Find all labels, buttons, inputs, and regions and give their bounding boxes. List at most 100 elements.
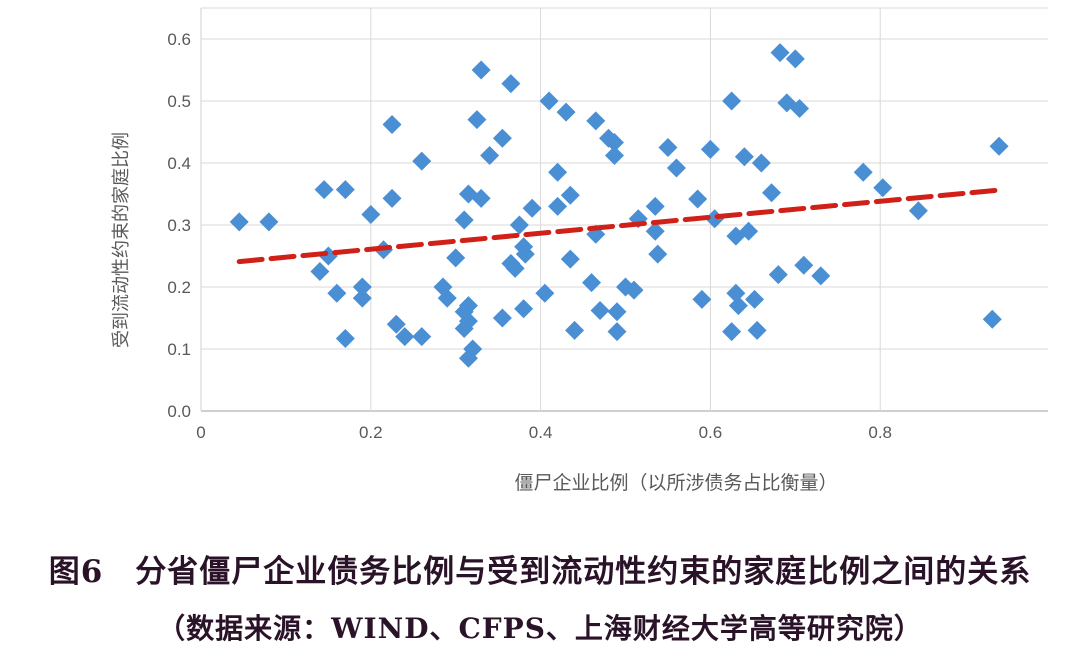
trend-line <box>236 187 1006 265</box>
scatter-point <box>386 314 406 334</box>
scatter-chart: 0.0 0.1 0.2 0.3 0.4 0.5 0.6 0 0.2 0.4 0.6 0.8 受到流动性… <box>111 7 1048 494</box>
scatter-point <box>811 266 831 286</box>
scatter-point <box>700 139 720 159</box>
scatter-point <box>722 322 742 342</box>
scatter-point <box>548 196 568 216</box>
scatter-point <box>352 288 372 308</box>
scatter-point <box>361 204 381 224</box>
scatter-point <box>590 301 610 321</box>
scatter-point <box>412 151 432 171</box>
scatter-point <box>745 289 765 309</box>
scatter-point <box>509 215 529 235</box>
y-tick-label: 0.3 <box>167 216 191 235</box>
scatter-point <box>728 296 748 316</box>
scatter-point <box>908 201 928 221</box>
scatter-point <box>314 180 334 200</box>
scatter-point <box>467 110 487 130</box>
scatter-point <box>522 198 542 218</box>
scatter-point <box>229 212 249 232</box>
scatter-point <box>463 339 483 359</box>
x-tick-label: 0.2 <box>359 423 383 442</box>
scatter-point <box>624 280 644 300</box>
scatter-point <box>565 320 585 340</box>
scatter-point <box>989 136 1009 156</box>
scatter-point <box>382 188 402 208</box>
x-tick-label: 0 <box>196 423 205 442</box>
scatter-point <box>548 162 568 182</box>
scatter-point <box>607 302 627 322</box>
scatter-point <box>259 212 279 232</box>
scatter-point <box>666 158 686 178</box>
axis-tick-labels: 0.0 0.1 0.2 0.3 0.4 0.5 0.6 0 0.2 0.4 0.6 0.8 <box>167 30 892 442</box>
scatter-point <box>335 180 355 200</box>
scatter-point <box>607 322 627 342</box>
scatter-point <box>382 115 402 135</box>
scatter-point <box>560 249 580 269</box>
x-tick-label: 0.8 <box>868 423 892 442</box>
scatter-point <box>722 91 742 111</box>
scatter-point <box>734 147 754 167</box>
scatter-point <box>412 327 432 347</box>
scatter-point <box>586 111 606 131</box>
scatter-point <box>645 221 665 241</box>
x-tick-label: 0.6 <box>699 423 723 442</box>
scatter-point <box>335 328 355 348</box>
figure-source: （数据来源：WIND、CFPS、上海财经大学高等研究院） <box>157 612 923 645</box>
scatter-point <box>658 138 678 157</box>
scatter-point <box>560 185 580 205</box>
scatter-point <box>645 196 665 216</box>
y-tick-label: 0.5 <box>167 92 191 111</box>
scatter-point <box>395 327 415 347</box>
scatter-point <box>582 273 602 293</box>
gridlines <box>200 7 1048 412</box>
scatter-point <box>751 153 771 173</box>
scatter-point <box>480 146 500 166</box>
scatter-point <box>556 102 576 122</box>
y-tick-label: 0.6 <box>167 30 191 49</box>
y-tick-label: 0.4 <box>167 154 191 173</box>
scatter-point <box>515 244 535 264</box>
scatter-point <box>794 255 814 275</box>
scatter-point <box>454 210 474 230</box>
scatter-point <box>604 146 624 166</box>
scatter-point <box>501 74 521 94</box>
x-axis-title: 僵尸企业比例（以所涉债务占比衡量） <box>514 472 837 494</box>
scatter-point <box>785 49 805 69</box>
scatter-point <box>873 178 893 198</box>
scatter-point <box>648 244 668 264</box>
scatter-point <box>454 319 474 339</box>
y-tick-label: 0.2 <box>167 278 191 297</box>
scatter-point <box>790 98 810 118</box>
scatter-point <box>446 248 466 268</box>
scatter-point <box>747 320 767 340</box>
scatter-point <box>768 265 788 285</box>
scatter-point <box>692 289 712 309</box>
scatter-point <box>352 277 372 297</box>
y-tick-label: 0.1 <box>167 340 191 359</box>
scatter-point <box>762 183 782 203</box>
scatter-point <box>982 309 1002 329</box>
scatter-point <box>327 283 347 303</box>
scatter-point <box>739 221 759 241</box>
scatter-point <box>505 258 525 278</box>
y-axis-title: 受到流动性约束的家庭比例 <box>111 132 131 348</box>
scatter-point <box>535 283 555 303</box>
scatter-point <box>770 43 790 63</box>
scatter-point <box>492 308 512 328</box>
scatter-point <box>471 188 491 208</box>
scatter-point <box>604 133 624 153</box>
scatter-point <box>726 283 746 303</box>
y-tick-label: 0.0 <box>167 402 191 421</box>
scatter-point <box>539 91 559 111</box>
x-tick-label: 0.4 <box>529 423 553 442</box>
scatter-point <box>492 128 512 148</box>
scatter-point <box>514 299 534 319</box>
figure-caption: 图6 分省僵尸企业债务比例与受到流动性约束的家庭比例之间的关系 <box>48 554 1032 590</box>
scatter-point <box>471 60 491 80</box>
scatter-point <box>853 162 873 182</box>
scatter-point <box>310 262 330 281</box>
scatter-point <box>437 288 457 308</box>
scatter-points <box>229 43 1009 368</box>
scatter-point <box>688 189 708 209</box>
